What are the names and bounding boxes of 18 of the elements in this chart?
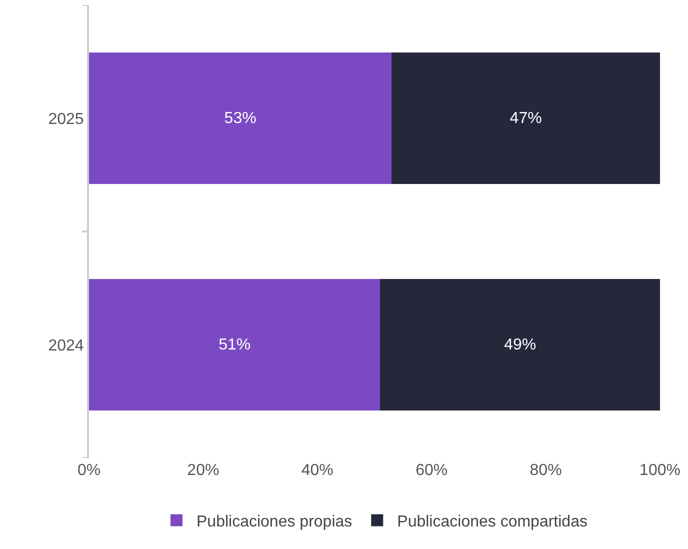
x-tick-label: 20% (187, 462, 220, 479)
x-tick-label: 0% (77, 462, 101, 479)
legend-label: Publicaciones compartidas (397, 513, 588, 530)
y-tick-label: 2025 (48, 110, 84, 128)
x-tick-label: 60% (416, 462, 448, 479)
bar (392, 52, 660, 184)
x-tick-label: 100% (640, 462, 680, 479)
bar (89, 279, 380, 410)
bar (89, 52, 392, 184)
data-label: 53% (224, 110, 256, 127)
y-tick-label: 2024 (48, 337, 84, 354)
data-label: 51% (218, 336, 251, 354)
x-tick-label: 80% (530, 462, 562, 479)
bar (380, 279, 660, 410)
data-label: 47% (510, 110, 542, 127)
data-label: 49% (504, 336, 536, 354)
legend-label: Publicaciones propias (196, 513, 352, 530)
x-tick-label: 40% (301, 462, 334, 479)
